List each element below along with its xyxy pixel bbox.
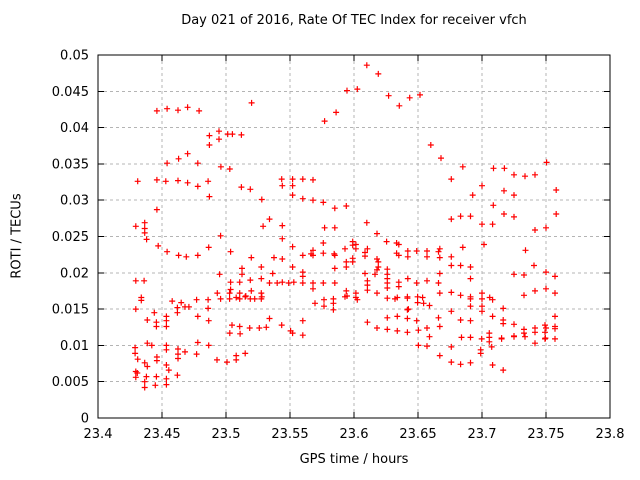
plot-border [97, 54, 611, 419]
svg-text:23.8: 23.8 [596, 427, 625, 442]
grid-lines [98, 55, 610, 418]
svg-text:23.4: 23.4 [84, 427, 113, 442]
svg-text:0.01: 0.01 [60, 339, 89, 354]
svg-text:23.65: 23.65 [399, 427, 436, 442]
svg-text:23.5: 23.5 [212, 427, 241, 442]
svg-text:0.025: 0.025 [52, 230, 89, 245]
data-points [132, 62, 560, 391]
svg-text:0.005: 0.005 [52, 375, 89, 390]
chart-title: Day 021 of 2016, Rate Of TEC Index for r… [181, 13, 527, 28]
svg-text:23.45: 23.45 [143, 427, 180, 442]
svg-text:0.03: 0.03 [60, 194, 89, 209]
svg-text:0.04: 0.04 [60, 121, 89, 136]
y-tick-labels: 0 0.005 0.01 0.015 0.02 0.025 0.03 0.035 0.04 0.0… [52, 49, 89, 427]
svg-text:23.55: 23.55 [271, 427, 308, 442]
svg-text:0.05: 0.05 [60, 49, 89, 64]
svg-text:0.045: 0.045 [52, 85, 89, 100]
svg-text:0.015: 0.015 [52, 303, 89, 318]
svg-text:23.75: 23.75 [527, 427, 564, 442]
x-tick-labels: 23.4 23.45 23.5 23.55 23.6 23.65 23.7 23.75 23.8 [84, 427, 625, 442]
svg-text:0: 0 [81, 412, 89, 427]
svg-text:0.02: 0.02 [60, 266, 89, 281]
svg-text:23.7: 23.7 [468, 427, 497, 442]
axis-ticks [97, 54, 611, 419]
x-axis-label: GPS time / hours [299, 452, 409, 467]
svg-text:23.6: 23.6 [340, 427, 369, 442]
svg-text:0.035: 0.035 [52, 157, 89, 172]
